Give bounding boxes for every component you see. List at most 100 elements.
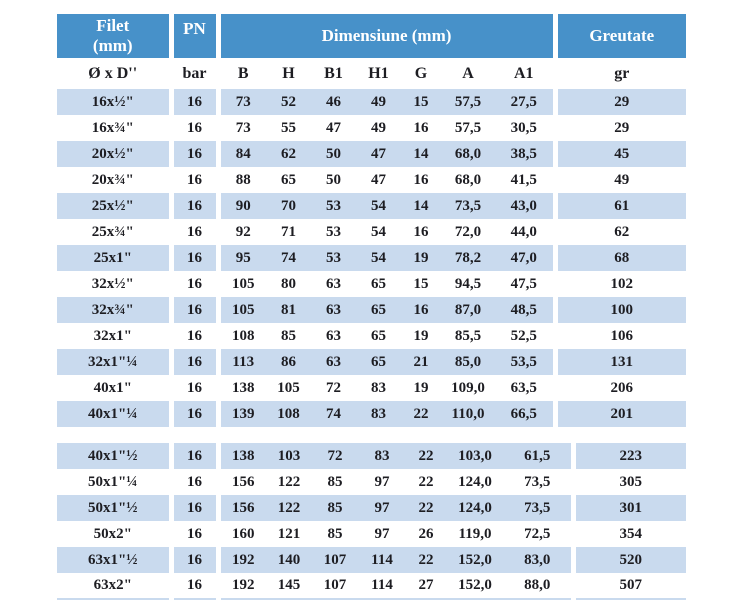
- table-row: 40x1"½ 16 138 103 72 83 22 103,0 61,5 223: [57, 443, 686, 469]
- filet-cell: 16x½": [57, 89, 171, 115]
- table-row: 20x½" 16 84 62 50 47 14 68,0 38,5 45: [57, 141, 686, 167]
- table-row: 50x1"¼ 16 156 122 85 97 22 124,0 73,5 305: [57, 469, 686, 495]
- greutate-cell: 223: [570, 443, 686, 469]
- greutate-cell: 507: [570, 573, 686, 600]
- dim-cell: 49: [356, 89, 401, 115]
- dim-cell: 54: [356, 219, 401, 245]
- dim-cell: 86: [266, 349, 311, 375]
- dim-cell: 85,5: [441, 323, 495, 349]
- header-filet-line1: Filet: [96, 16, 130, 35]
- table-body-upper: 16x½" 16 73 52 46 49 15 57,5 27,5 29 16x¾" 16 73 55 47…: [57, 89, 686, 427]
- dim-cell: 73,5: [441, 193, 495, 219]
- dim-cell: 57,5: [441, 89, 495, 115]
- dim-cell: 47,0: [495, 245, 555, 271]
- table-row: 25x½" 16 90 70 53 54 14 73,5 43,0 61: [57, 193, 686, 219]
- dim-cell: 103: [266, 443, 312, 469]
- dim-cell: 97: [358, 521, 406, 547]
- dim-cell: 72: [312, 443, 358, 469]
- table-row: 25x¾" 16 92 71 53 54 16 72,0 44,0 62: [57, 219, 686, 245]
- dim-cell: 22: [406, 495, 446, 521]
- greutate-cell: 305: [570, 469, 686, 495]
- table-row: 32x½" 16 105 80 63 65 15 94,5 47,5 102: [57, 271, 686, 297]
- greutate-cell: 131: [552, 349, 686, 375]
- table-row: 40x1"¼ 16 139 108 74 83 22 110,0 66,5 201: [57, 401, 686, 427]
- pn-cell: 16: [168, 573, 218, 600]
- dim-cell: 19: [401, 245, 441, 271]
- dim-cell: 139: [215, 401, 266, 427]
- pn-cell: 16: [168, 89, 218, 115]
- dim-cell: 70: [266, 193, 311, 219]
- dimensions-table-lower: 40x1"½ 16 138 103 72 83 22 103,0 61,5 223 50x1"¼ 16…: [57, 443, 686, 600]
- dim-cell: 30,5: [495, 115, 555, 141]
- greutate-cell: 62: [552, 219, 686, 245]
- filet-cell: 50x1"¼: [57, 469, 171, 495]
- dim-cell: 85: [266, 323, 311, 349]
- dim-cell: 192: [215, 573, 266, 600]
- dim-cell: 124,0: [446, 469, 504, 495]
- dim-cell: 88,0: [504, 573, 573, 600]
- dim-cell: 26: [406, 521, 446, 547]
- dim-cell: 65: [356, 349, 401, 375]
- dim-cell: 57,5: [441, 115, 495, 141]
- pn-cell: 16: [168, 271, 218, 297]
- subheader-dim-a1: A1: [495, 58, 555, 89]
- dim-cell: 61,5: [504, 443, 573, 469]
- dim-cell: 108: [215, 323, 266, 349]
- dim-cell: 105: [215, 297, 266, 323]
- dim-cell: 122: [266, 469, 312, 495]
- dim-cell: 16: [401, 219, 441, 245]
- dim-cell: 105: [215, 271, 266, 297]
- dim-cell: 138: [215, 443, 266, 469]
- dim-cell: 97: [358, 495, 406, 521]
- greutate-cell: 206: [552, 375, 686, 401]
- pn-cell: 16: [168, 245, 218, 271]
- dim-cell: 53: [311, 193, 356, 219]
- filet-cell: 63x2": [57, 573, 171, 600]
- dim-cell: 16: [401, 297, 441, 323]
- table-body-lower: 40x1"½ 16 138 103 72 83 22 103,0 61,5 223 50x1"¼ 16…: [57, 443, 686, 600]
- pn-cell: 16: [168, 495, 218, 521]
- pn-cell: 16: [168, 401, 218, 427]
- pn-cell: 16: [168, 349, 218, 375]
- header-row: Filet (mm) PN Dimensiune (mm) Greutate: [57, 14, 686, 58]
- dim-cell: 105: [266, 375, 311, 401]
- dim-cell: 22: [406, 469, 446, 495]
- table-row: 16x½" 16 73 52 46 49 15 57,5 27,5 29: [57, 89, 686, 115]
- dim-cell: 19: [401, 375, 441, 401]
- dim-cell: 22: [406, 547, 446, 573]
- subheader-pn: bar: [168, 58, 218, 89]
- dim-cell: 73: [215, 89, 266, 115]
- subheader-greutate: gr: [552, 58, 686, 89]
- dim-cell: 160: [215, 521, 266, 547]
- dim-cell: 85: [312, 521, 358, 547]
- dim-cell: 81: [266, 297, 311, 323]
- subheader-dim-h: H: [266, 58, 311, 89]
- filet-cell: 20x¾": [57, 167, 171, 193]
- pn-cell: 16: [168, 115, 218, 141]
- dim-cell: 48,5: [495, 297, 555, 323]
- spec-sheet: Filet (mm) PN Dimensiune (mm) Greutate Ø…: [57, 14, 686, 600]
- dim-cell: 152,0: [446, 547, 504, 573]
- dim-cell: 53: [311, 219, 356, 245]
- dim-cell: 88: [215, 167, 266, 193]
- dim-cell: 113: [215, 349, 266, 375]
- dim-cell: 27,5: [495, 89, 555, 115]
- dim-cell: 44,0: [495, 219, 555, 245]
- table-row: 50x1"½ 16 156 122 85 97 22 124,0 73,5 301: [57, 495, 686, 521]
- subheader-dim-a: A: [441, 58, 495, 89]
- table-row: 32x¾" 16 105 81 63 65 16 87,0 48,5 100: [57, 297, 686, 323]
- dim-cell: 65: [266, 167, 311, 193]
- dim-cell: 124,0: [446, 495, 504, 521]
- greutate-cell: 45: [552, 141, 686, 167]
- dim-cell: 107: [312, 547, 358, 573]
- pn-cell: 16: [168, 219, 218, 245]
- dim-cell: 66,5: [495, 401, 555, 427]
- pn-cell: 16: [168, 469, 218, 495]
- dim-cell: 53: [311, 245, 356, 271]
- pn-cell: 16: [168, 521, 218, 547]
- dim-cell: 47: [356, 167, 401, 193]
- dim-cell: 46: [311, 89, 356, 115]
- dim-cell: 90: [215, 193, 266, 219]
- dim-cell: 47: [311, 115, 356, 141]
- dim-cell: 109,0: [441, 375, 495, 401]
